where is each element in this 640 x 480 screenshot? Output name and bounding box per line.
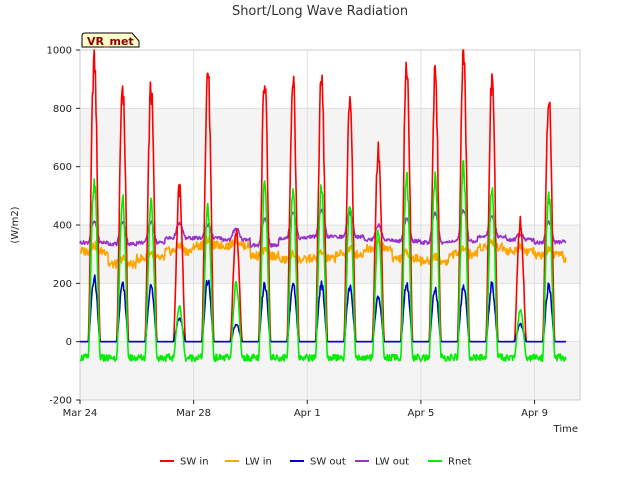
legend-item-rnet: Rnet — [428, 457, 471, 468]
series-line-rnet — [79, 159, 567, 363]
x-tick-label: Apr 5 — [407, 408, 434, 419]
station-badge-label: VR_met — [87, 35, 134, 48]
plot-band — [80, 108, 580, 167]
legend: SW in LW in SW out LW out Rnet — [160, 457, 471, 468]
y-axis: -200 0 200 400 600 800 1000 — [47, 46, 80, 407]
legend-item-sw-in: SW in — [160, 457, 209, 468]
legend-label: LW out — [375, 457, 409, 468]
y-tick-label: 200 — [53, 279, 72, 290]
x-axis-label: Time — [553, 424, 578, 435]
y-tick-label: -200 — [49, 396, 72, 407]
x-tick-label: Apr 9 — [521, 408, 548, 419]
legend-item-lw-out: LW out — [355, 457, 409, 468]
legend-item-sw-out: SW out — [290, 457, 346, 468]
y-tick-label: 0 — [66, 337, 72, 348]
x-tick-label: Mar 28 — [176, 408, 211, 419]
y-tick-label: 800 — [53, 104, 72, 115]
plot-band — [80, 166, 580, 225]
y-tick-label: 400 — [53, 221, 72, 232]
series-line-lw-in — [79, 234, 567, 270]
series-line-sw-out — [79, 274, 567, 343]
legend-item-lw-in: LW in — [225, 457, 272, 468]
y-tick-label: 600 — [53, 162, 72, 173]
x-tick-label: Apr 1 — [294, 408, 321, 419]
plot-band — [80, 50, 580, 109]
y-tick-label: 1000 — [47, 46, 72, 57]
legend-label: Rnet — [448, 457, 471, 468]
x-tick-label: Mar 24 — [63, 408, 98, 419]
legend-label: SW in — [180, 457, 209, 468]
x-axis: Mar 24 Mar 28 Apr 1 Apr 5 Apr 9 — [63, 400, 548, 419]
legend-label: SW out — [310, 457, 346, 468]
y-axis-label: (W/m2) — [10, 206, 21, 243]
plot-band — [80, 341, 580, 400]
series-layer — [79, 49, 567, 363]
chart-title: Short/Long Wave Radiation — [232, 4, 408, 19]
legend-label: LW in — [245, 457, 272, 468]
station-badge: VR_met — [81, 32, 140, 48]
